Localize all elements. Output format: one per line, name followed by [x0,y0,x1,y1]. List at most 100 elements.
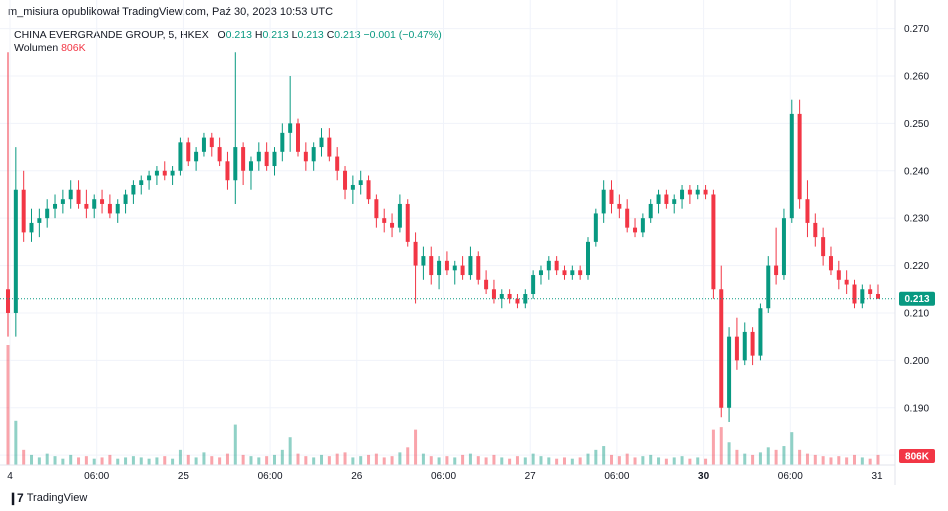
volume-bar [178,449,182,465]
volume-bar [272,454,276,465]
candle [53,194,58,219]
legend-volume-row: Wolumen 806K [14,42,442,55]
chart-legend: CHINA EVERGRANDE GROUP, 5, HKEX O0.213 H… [14,29,442,55]
tradingview-logo[interactable]: ❙7 TradingView [8,491,87,505]
volume-bar [210,456,214,465]
volume-bar [758,452,762,465]
volume-bar [602,446,606,465]
tradingview-brand-text: TradingView [26,492,88,504]
time-tick-label: 06:00 [258,471,283,482]
candle [868,284,873,299]
volume-bar [523,457,527,465]
legend-close-label: C [326,29,335,41]
volume-bar [735,449,739,465]
volume-bar [774,449,778,465]
candlestick-chart[interactable]: 0.270 0.260 0.250 0.240 0.230 0.220 0.210 0.200… [0,0,948,485]
volume-bar [186,454,190,465]
candle [828,246,833,276]
volume-bar [790,432,794,465]
time-tick-label: 06:00 [604,471,629,482]
legend-low: 0.213 [297,29,324,41]
candle [421,246,426,280]
candle [154,166,159,185]
candle [774,227,779,285]
volume-bar [555,458,559,465]
candle [797,99,802,209]
candle [209,132,214,157]
candle [264,142,269,171]
volume-bar [821,456,825,465]
volume-bar [147,458,151,465]
candle [311,142,316,171]
time-tick-label: 27 [525,471,537,482]
volume-bar [437,457,441,465]
candle [92,194,97,219]
volume-bar [766,447,770,465]
time-tick-label: 4 [7,471,13,482]
volume-bar [798,449,802,465]
volume-bar [77,457,81,465]
volume-bar [382,457,386,465]
volume-bar [539,456,543,465]
last-volume-badge: 806K [899,449,935,463]
volume-bar [421,453,425,465]
volume-bar [390,456,394,465]
candle [680,184,685,209]
volume-bar [406,447,410,465]
volume-bar [860,457,864,465]
candle [21,170,26,242]
volume-bar [649,454,653,465]
volume-bar [461,454,465,465]
volume-bar [398,452,402,465]
candle [640,213,645,238]
candle [633,218,638,238]
candle [131,180,136,204]
volume-bar [696,457,700,465]
volume-bar [500,457,504,465]
legend-volume-label: Wolumen [14,42,59,54]
volume-bar [453,457,457,465]
volume-bar [727,442,731,465]
candle [758,303,763,361]
candle [280,123,285,162]
candle [241,142,246,185]
volume-bar [829,457,833,465]
price-tick-label: 0.210 [904,308,929,319]
candle [335,147,340,181]
candle [374,194,379,228]
volume-bar [53,456,57,465]
time-tick-label: 31 [871,471,883,482]
volume-bar [476,456,480,465]
time-tick-label: 06:00 [778,471,803,482]
candle [727,327,732,422]
time-tick-label: 26 [351,471,363,482]
volume-bar [641,456,645,465]
volume-bar [343,452,347,465]
volume-bar [194,457,198,465]
volume-bar [484,457,488,465]
volume-bar [335,453,339,465]
volume-bar [171,458,175,465]
volume-bar [782,446,786,465]
candle [781,208,786,280]
candle [750,327,755,366]
legend-symbol: CHINA EVERGRANDE GROUP, 5, HKEX [14,29,209,41]
candle [805,180,810,238]
volume-bar [414,429,418,465]
volume-bar [61,458,65,465]
candle [625,199,630,233]
candle [452,260,457,285]
candle [350,175,355,204]
candle [256,142,261,171]
legend-open-label: O [217,29,226,41]
volume-bar [813,454,817,465]
candle [139,175,144,195]
volume-bar [751,454,755,465]
volume-bar [320,454,324,465]
price-tick-label: 0.270 [904,24,929,35]
price-axis: 0.270 0.260 0.250 0.240 0.230 0.220 0.210 0.200… [904,24,929,462]
volume-bar [265,456,269,465]
price-tick-label: 0.250 [904,119,929,130]
volume-bar [37,457,41,465]
volume-bar [359,456,363,465]
